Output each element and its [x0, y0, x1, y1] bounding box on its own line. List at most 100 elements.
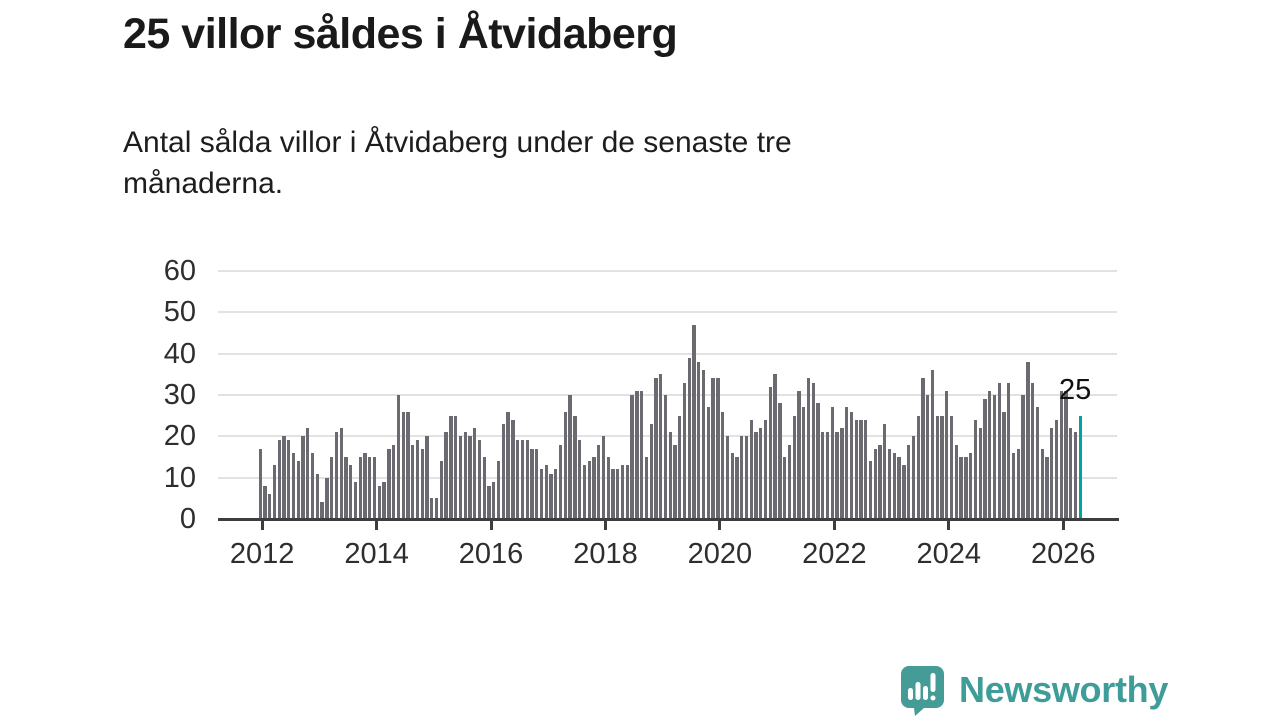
bar — [344, 457, 348, 519]
x-axis-line — [218, 518, 1119, 521]
bar — [1054, 419, 1059, 519]
bar — [859, 419, 863, 519]
bar — [821, 432, 825, 519]
bar — [420, 448, 424, 519]
gridline — [218, 435, 1117, 438]
gridline — [218, 476, 1117, 479]
bar — [630, 395, 634, 519]
bar — [759, 428, 763, 519]
bar — [1016, 448, 1020, 519]
bar — [310, 452, 315, 519]
bar — [1050, 428, 1054, 519]
bar — [535, 448, 539, 519]
bar — [487, 485, 491, 519]
bar — [601, 436, 606, 519]
x-tick-label: 2014 — [344, 538, 409, 570]
y-tick-label: 20 — [163, 420, 196, 453]
bar — [830, 407, 834, 519]
plot-area — [218, 270, 1117, 519]
bar — [563, 411, 567, 519]
highlight-bar — [1078, 415, 1082, 519]
bar — [840, 428, 844, 519]
chart-title: 25 villor såldes i Åtvidaberg — [123, 10, 678, 58]
bar — [816, 403, 820, 519]
bar — [1069, 428, 1073, 519]
bar — [1007, 382, 1011, 519]
bar — [935, 415, 939, 519]
bar — [411, 444, 415, 519]
bar — [954, 444, 958, 519]
bar — [649, 423, 653, 519]
bar — [558, 444, 563, 519]
gridline — [218, 394, 1117, 396]
x-tick — [489, 521, 493, 530]
bar — [802, 407, 806, 519]
bar — [701, 370, 706, 519]
bar — [949, 415, 954, 519]
logo-speech-bubble-chart-icon — [901, 666, 944, 716]
bar — [291, 452, 296, 519]
bar — [406, 411, 410, 519]
x-tick-label: 2020 — [687, 538, 753, 570]
bar — [873, 448, 877, 519]
bar — [592, 457, 596, 519]
bar — [263, 485, 267, 519]
bar — [372, 457, 377, 519]
bar — [978, 428, 982, 519]
bar — [468, 436, 472, 519]
bar — [1059, 390, 1063, 519]
bar — [749, 419, 753, 519]
x-tick — [832, 521, 836, 530]
bar — [768, 386, 773, 519]
bar — [744, 436, 749, 519]
bar — [444, 432, 448, 519]
bar — [577, 440, 582, 519]
x-tick-label: 2018 — [573, 538, 638, 570]
bar — [492, 481, 496, 519]
bar — [783, 457, 787, 519]
bar — [363, 452, 367, 519]
bar — [773, 374, 777, 519]
bar — [339, 428, 343, 519]
bar — [368, 457, 372, 519]
bar — [1021, 395, 1025, 519]
bar — [811, 382, 815, 519]
x-tick — [718, 521, 722, 530]
bar — [883, 423, 887, 519]
bar — [277, 440, 281, 519]
bar — [968, 452, 973, 519]
bar — [325, 477, 329, 519]
bar — [301, 436, 305, 519]
bar — [659, 374, 663, 519]
bar — [959, 457, 963, 519]
bar — [639, 390, 644, 519]
bar — [663, 395, 668, 519]
bar — [573, 415, 577, 519]
bar — [315, 473, 320, 519]
bar — [721, 411, 725, 519]
gridline — [218, 270, 1117, 272]
bar — [539, 469, 544, 519]
bar — [330, 457, 334, 519]
bar — [482, 457, 486, 519]
bar — [964, 457, 968, 519]
bar — [544, 465, 548, 519]
bar — [625, 465, 629, 519]
bar — [439, 461, 443, 519]
bar — [668, 432, 672, 519]
bar — [902, 465, 906, 519]
bar — [306, 428, 310, 519]
bar — [1011, 452, 1016, 519]
bar — [1002, 411, 1006, 519]
y-tick-label: 30 — [163, 379, 196, 411]
bar — [926, 395, 930, 519]
bar — [983, 399, 987, 519]
x-tick-label: 2012 — [229, 538, 295, 570]
bar — [940, 415, 944, 519]
bar — [496, 461, 501, 519]
bar — [835, 432, 839, 519]
bar — [334, 432, 339, 519]
bar — [520, 440, 525, 519]
bar — [358, 457, 362, 519]
